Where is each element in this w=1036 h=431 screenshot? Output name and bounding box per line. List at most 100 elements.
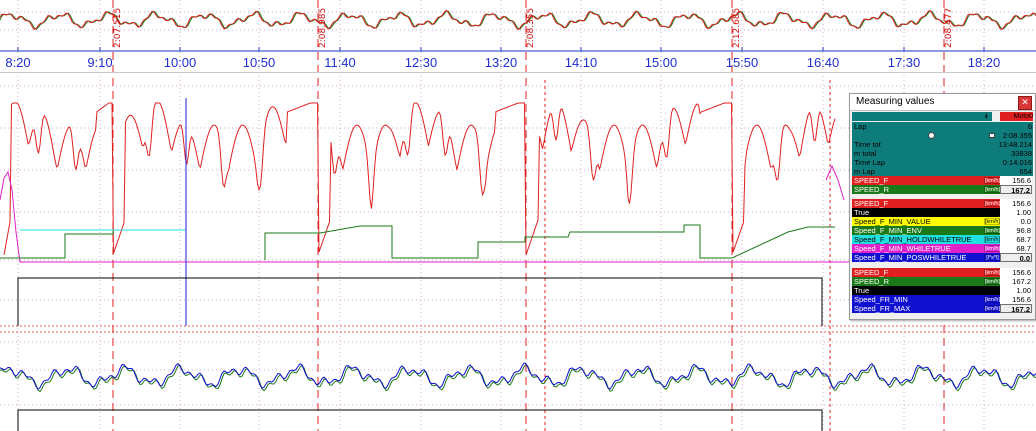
time-tick-label: 11:40: [324, 55, 356, 70]
channel-unit: [km/h]: [984, 269, 1001, 276]
channel-name: Speed_F_MIN_POSWHILETRUE: [854, 253, 967, 262]
channel-value: 0.0: [1000, 253, 1032, 263]
top-strip-trace-f: [0, 9, 1036, 31]
channel-row[interactable]: SPEED_F [km/h] 156.6: [852, 176, 1033, 185]
channel-row[interactable]: Speed_F_MIN_HOLDWHILETRUE [km/h] 68.7: [852, 235, 1033, 244]
time-tick-label: 15:00: [644, 55, 678, 70]
lap-info-value: 6: [1027, 122, 1032, 131]
channel-value: 167.2: [1000, 185, 1032, 195]
header-tag: Moto0: [1000, 112, 1033, 121]
channel-row[interactable]: True 1.00: [852, 286, 1033, 295]
channel-name: True: [854, 208, 870, 217]
channel-value: 156.6: [1000, 268, 1032, 277]
lap-slider-knob[interactable]: [928, 132, 935, 139]
bottom-trace-r: [0, 363, 1036, 393]
measuring-values-titlebar[interactable]: Measuring values ✕: [850, 94, 1035, 111]
lap-info-bg: [852, 122, 1033, 131]
lap-info-name: m Lap: [854, 167, 875, 176]
channel-value: 1.00: [1000, 208, 1032, 217]
channel-color-bg: [852, 235, 1001, 244]
time-tick-label: 14:10: [564, 55, 598, 70]
lap-info-value: 654: [1019, 167, 1032, 176]
close-icon[interactable]: ✕: [1018, 96, 1032, 110]
channel-row[interactable]: SPEED_F [km/h] 156.6: [852, 268, 1033, 277]
channel-color-bg: [852, 208, 1001, 217]
channel-row[interactable]: Speed_FR_MIN [km/h] 156.6: [852, 295, 1033, 304]
channel-unit: [km/h]: [984, 305, 1001, 312]
channel-color-bg: [852, 295, 1001, 304]
channel-row[interactable]: SPEED_F [km/h] 156.6: [852, 199, 1033, 208]
channel-row[interactable]: Speed_F_MIN_WHILETRUE [km/h] 68.7: [852, 244, 1033, 253]
true-signal-trace: [17, 277, 823, 326]
channel-color-bg: [852, 268, 1001, 277]
lap-info-bg: [852, 149, 1033, 158]
lap-info-bg: [852, 158, 1033, 167]
lap-info-value: 2:08.355: [1002, 131, 1032, 140]
channel-name: Speed_F_MIN_WHILETRUE: [854, 244, 951, 253]
channel-value: 96.8: [1000, 226, 1032, 235]
channel-row[interactable]: True 1.00: [852, 208, 1033, 217]
channel-unit: [l*s*l]: [984, 254, 1001, 261]
channel-color-bg: [852, 286, 1001, 295]
top-strip: [0, 0, 1036, 50]
channel-unit: [km/h]: [984, 296, 1001, 303]
channel-name: Speed_F_MIN_ENV: [854, 226, 922, 235]
speed-f-min-whiletrue-trace-end: [825, 164, 845, 201]
channel-value: 0.0: [1000, 217, 1032, 226]
channel-color-bg: [852, 277, 1001, 286]
channel-name: Speed_F_MIN_HOLDWHILETRUE: [854, 235, 972, 244]
channel-value: 156.6: [1000, 176, 1032, 185]
channel-name: True: [854, 286, 870, 295]
lap-time-label: 2:12.685: [732, 8, 742, 48]
time-tick-label: 18:20: [967, 55, 1001, 70]
measuring-values-window[interactable]: Measuring values ✕ ⯯ Moto0 Lap 6 2:08.355 Tim…: [849, 93, 1036, 320]
lap-time-label: 2:08.477: [944, 8, 954, 48]
bottom-trace-fr: [0, 362, 1036, 390]
channel-color-bg: [852, 199, 1001, 208]
lap-time-label: 2:07.515: [113, 8, 123, 48]
lap-info-row: m total 33838: [852, 149, 1033, 158]
channel-color-bg: [852, 244, 1001, 253]
lap-info-bg: [852, 131, 1033, 140]
channel-color-bg: [852, 226, 1001, 235]
channel-row[interactable]: Speed_FR_MAX [km/h] 167.2: [852, 304, 1033, 314]
lap-select-button[interactable]: [989, 133, 995, 138]
header-teal-cell: [852, 112, 992, 121]
measuring-values-header[interactable]: ⯯ Moto0: [852, 111, 1033, 121]
channel-unit: [km/h]: [984, 245, 1001, 252]
double-chevron-down-icon[interactable]: ⯯: [984, 111, 989, 120]
channel-row[interactable]: SPEED_R [km/h] 167.2: [852, 185, 1033, 195]
channel-row[interactable]: Speed_F_MIN_VALUE [km/h] 0.0: [852, 217, 1033, 226]
channel-value: 156.6: [1000, 199, 1032, 208]
lap-info-bg: [852, 167, 1033, 176]
time-tick-label: 10:50: [242, 55, 276, 70]
channel-value: 68.7: [1000, 244, 1032, 253]
channel-unit: [km/h]: [984, 227, 1001, 234]
channel-row[interactable]: Speed_F_MIN_POSWHILETRUE [l*s*l] 0.0: [852, 253, 1033, 263]
channel-row[interactable]: SPEED_R [km/h] 167.2: [852, 277, 1033, 286]
lap-info-row: Time Lap 0:14.016: [852, 158, 1033, 167]
channel-color-bg: [852, 217, 1001, 226]
lap-info-row: m Lap 654: [852, 167, 1033, 176]
time-tick-label: 8:20: [5, 55, 31, 70]
lap-info-name: m total: [854, 149, 877, 158]
measuring-values-title: Measuring values: [856, 96, 935, 107]
time-axis: 8:20 9:10 10:00 10:50 11:40 12:30 13:20 14:10 15…: [0, 52, 1036, 73]
channel-name: SPEED_F: [854, 176, 889, 185]
lap-info-row: 2:08.355: [852, 131, 1033, 140]
time-tick-label: 13:20: [484, 55, 518, 70]
channel-color-bg: [852, 185, 1001, 194]
channel-value: 68.7: [1000, 235, 1032, 244]
channel-unit: [km/h]: [984, 218, 1001, 225]
lap-time-label: 2:08.355: [526, 8, 536, 48]
channel-name: SPEED_R: [854, 185, 890, 194]
lap-info-name: Lap: [854, 122, 867, 131]
time-tick-label: 16:40: [806, 55, 840, 70]
channel-unit: [km/h]: [984, 278, 1001, 285]
channel-value: 167.2: [1000, 304, 1032, 314]
channel-row[interactable]: Speed_F_MIN_ENV [km/h] 96.8: [852, 226, 1033, 235]
time-tick-label: 17:30: [887, 55, 921, 70]
channel-name: SPEED_R: [854, 277, 890, 286]
lap-info-value: 33838: [1011, 149, 1032, 158]
